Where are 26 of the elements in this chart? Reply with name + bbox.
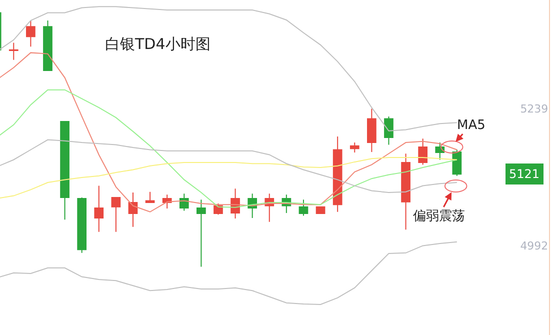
candlestick [94, 185, 104, 232]
y-tick-label: 5239 [520, 102, 548, 116]
annotation: 偏弱震荡 [413, 209, 465, 224]
candlestick [418, 138, 428, 166]
candlestick [145, 191, 155, 203]
candlestick [196, 199, 206, 268]
annotation: MA5 [457, 118, 486, 133]
candlestick [60, 120, 70, 220]
y-tick-label: 4992 [520, 240, 548, 253]
candlestick [77, 196, 87, 254]
candlestick [401, 153, 410, 230]
candlestick [316, 206, 326, 214]
candlestick [435, 142, 445, 160]
candlestick [111, 196, 121, 232]
text: 5121 [509, 167, 540, 181]
candlestick [26, 20, 36, 48]
candlestick [298, 199, 308, 216]
candlestick [350, 142, 360, 154]
candlestick [8, 42, 18, 60]
candlestick [43, 20, 52, 71]
candlestick [332, 136, 342, 212]
candlestick [128, 192, 138, 228]
candlestick [367, 108, 376, 152]
candlestick [179, 193, 189, 212]
text: 白银TD4小时图 [105, 34, 210, 53]
candlestick [384, 116, 394, 146]
